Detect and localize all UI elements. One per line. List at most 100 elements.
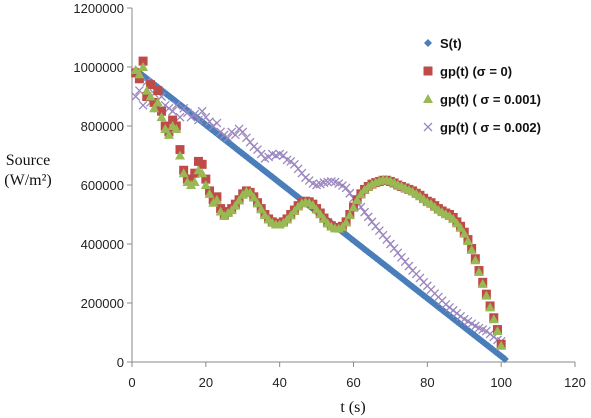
data-point xyxy=(230,200,241,210)
data-point xyxy=(200,180,211,189)
y-tick-label: 1200000 xyxy=(73,1,124,16)
legend-label: gp(t) (σ = 0) xyxy=(440,64,512,79)
data-point xyxy=(141,85,152,95)
data-point xyxy=(131,92,141,101)
data-point xyxy=(344,210,355,220)
data-point xyxy=(345,188,355,198)
data-point xyxy=(238,127,248,137)
x-tick-label: 20 xyxy=(199,375,213,390)
data-point xyxy=(363,212,373,222)
y-tick-label: 0 xyxy=(117,355,124,370)
data-point xyxy=(138,56,148,66)
data-point xyxy=(319,178,329,188)
data-point xyxy=(488,314,499,324)
data-point xyxy=(149,103,160,113)
data-point xyxy=(153,86,163,96)
data-point xyxy=(163,129,174,139)
data-point xyxy=(356,202,366,212)
x-tick-label: 60 xyxy=(346,375,360,390)
data-point xyxy=(171,123,182,133)
data-point xyxy=(174,150,185,160)
x-tick-label: 0 xyxy=(128,375,135,390)
data-point xyxy=(149,97,159,107)
data-point xyxy=(197,106,207,116)
data-point xyxy=(160,123,171,133)
data-point xyxy=(462,236,473,246)
data-point xyxy=(211,194,222,204)
data-point xyxy=(145,80,155,90)
data-point xyxy=(212,118,222,128)
data-point xyxy=(142,92,152,101)
data-point xyxy=(223,133,233,143)
x-tick-label: 40 xyxy=(272,375,286,390)
legend-marker xyxy=(423,94,433,103)
data-point xyxy=(157,106,167,116)
data-point xyxy=(323,177,333,187)
data-point xyxy=(466,244,477,254)
data-point xyxy=(230,130,240,140)
data-point xyxy=(481,290,492,300)
data-point xyxy=(311,204,322,214)
data-point xyxy=(171,100,181,110)
x-axis-title: t (s) xyxy=(340,399,365,416)
x-ticks: 0 20 40 60 80 100 120 xyxy=(128,362,586,390)
data-point xyxy=(360,207,370,217)
x-tick-label: 80 xyxy=(420,375,434,390)
y-axis-title-line2: (W/m²) xyxy=(4,172,51,189)
data-point xyxy=(134,74,144,84)
data-point xyxy=(178,168,189,178)
data-point xyxy=(477,278,488,288)
data-point xyxy=(496,340,507,350)
data-point xyxy=(197,159,207,169)
series-layer xyxy=(130,56,509,364)
y-tick-label: 400000 xyxy=(81,237,124,252)
data-point xyxy=(500,355,509,364)
legend-marker xyxy=(424,39,432,47)
data-point xyxy=(256,204,267,214)
data-point xyxy=(459,228,470,238)
x-tick-label: 100 xyxy=(490,375,512,390)
y-tick-label: 200000 xyxy=(81,296,124,311)
legend-marker xyxy=(423,66,433,76)
data-point xyxy=(492,326,503,336)
data-point xyxy=(326,177,336,186)
data-point xyxy=(138,100,148,110)
data-point xyxy=(248,192,259,202)
y-tick-label: 600000 xyxy=(81,178,124,193)
x-tick-label: 120 xyxy=(564,375,586,390)
data-point xyxy=(134,69,145,79)
data-point xyxy=(156,112,167,122)
series-2 xyxy=(130,62,507,350)
data-point xyxy=(145,91,156,101)
data-point xyxy=(252,198,263,208)
data-point xyxy=(352,195,363,205)
data-point xyxy=(204,188,215,198)
data-point xyxy=(234,195,245,205)
y-tick-label: 1000000 xyxy=(73,60,124,75)
y-tick-label: 800000 xyxy=(81,119,124,134)
data-point xyxy=(201,174,211,184)
data-point xyxy=(341,217,352,227)
data-point xyxy=(193,115,203,125)
data-point xyxy=(175,145,185,155)
legend-label: gp(t) ( σ = 0.002) xyxy=(440,120,541,135)
data-point xyxy=(189,177,200,187)
legend-label: S(t) xyxy=(440,36,462,51)
legend: S(t) gp(t) (σ = 0) gp(t) ( σ = 0.001) gp(t)… xyxy=(423,36,541,135)
data-point xyxy=(315,209,326,219)
data-point xyxy=(134,86,144,96)
y-axis-title-line1: Source xyxy=(6,152,50,169)
data-point xyxy=(485,302,496,312)
data-point xyxy=(341,183,351,193)
data-point xyxy=(168,106,178,116)
data-point xyxy=(197,168,208,178)
data-point xyxy=(455,222,466,232)
data-point xyxy=(152,97,163,107)
y-ticks: 0 200000 400000 600000 800000 1000000 1200000 xyxy=(73,1,132,370)
data-point xyxy=(474,267,485,277)
data-point xyxy=(186,174,196,184)
legend-marker xyxy=(423,122,433,132)
data-point xyxy=(175,112,185,122)
data-point xyxy=(138,62,149,71)
